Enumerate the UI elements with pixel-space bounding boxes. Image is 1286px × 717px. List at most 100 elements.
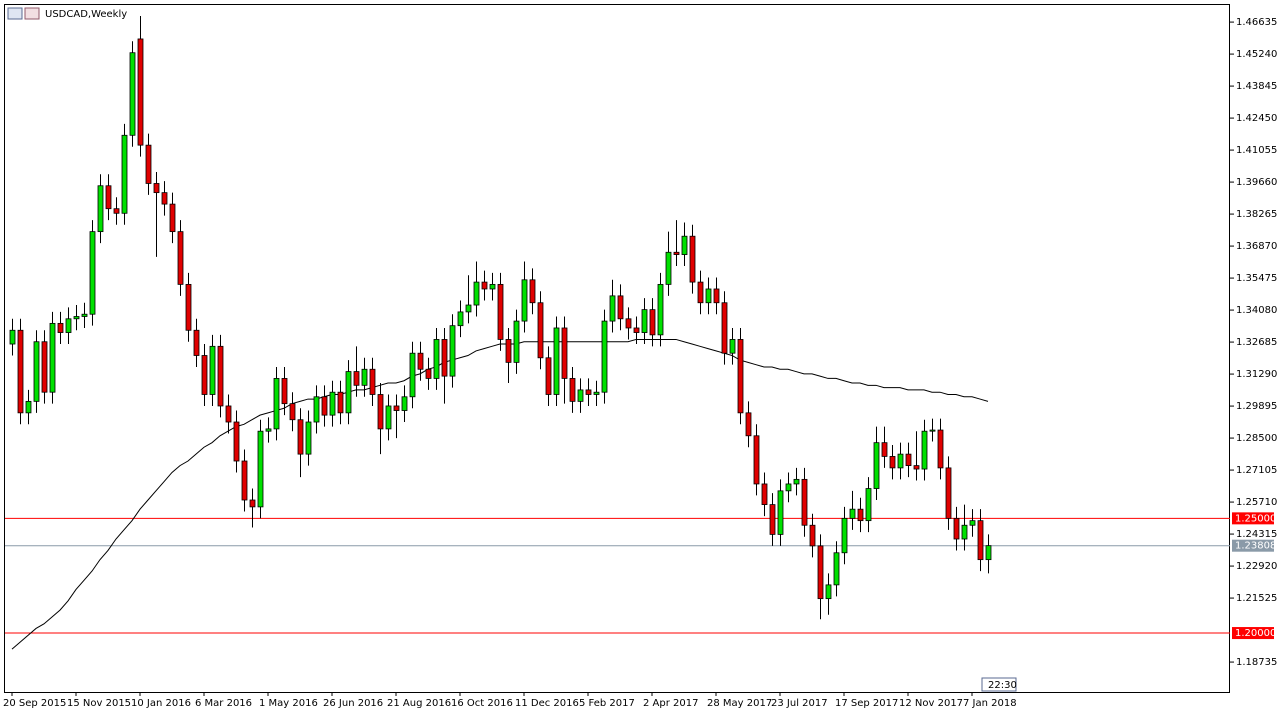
candle-body [505, 339, 512, 363]
candle-body [185, 283, 192, 331]
candle-body [785, 483, 792, 492]
candle-body [177, 231, 184, 285]
x-tick-label: 10 Jan 2016 [131, 698, 191, 709]
x-tick-label: 1 May 2016 [259, 698, 318, 709]
candle-body [289, 403, 296, 421]
y-tick-label: 1.38265 [1236, 209, 1277, 220]
candle-body [769, 504, 776, 535]
candle-body [369, 368, 376, 395]
candle-body [17, 329, 24, 414]
candle-body [457, 311, 464, 327]
candle-body [681, 235, 688, 255]
y-tick-label: 1.31290 [1236, 369, 1277, 380]
candle-body [857, 508, 864, 522]
candle-body [889, 456, 896, 469]
y-tick-label: 1.42450 [1236, 113, 1277, 124]
candle-body [337, 391, 344, 414]
candle-body [465, 304, 472, 313]
candle-body [105, 185, 112, 210]
x-tick-label: 20 Sep 2015 [3, 698, 66, 709]
current-price-bg [1232, 539, 1274, 552]
candle-body [345, 371, 352, 414]
timer: 22:30 [988, 680, 1017, 691]
candle-body [609, 295, 616, 322]
candle-body [897, 453, 904, 469]
y-tick-label: 1.32685 [1236, 337, 1277, 348]
x-tick-label: 28 May 2017 [707, 698, 772, 709]
candle-body [745, 412, 752, 437]
candle-body [953, 517, 960, 540]
candle-body [113, 208, 120, 214]
candle-body [673, 251, 680, 255]
candle-body [145, 144, 152, 184]
candle-body [497, 283, 504, 340]
candle-body [73, 316, 80, 320]
y-tick-label: 1.29895 [1236, 401, 1277, 412]
candle-body [41, 341, 48, 393]
y-tick-label: 1.18735 [1236, 657, 1277, 668]
plot-frame [4, 4, 1230, 693]
candle-body [257, 430, 264, 508]
candle-body [849, 508, 856, 519]
candle-body [225, 405, 232, 423]
candle-body [617, 295, 624, 320]
x-tick-label: 2 Apr 2017 [643, 698, 698, 709]
y-tick-label: 1.45240 [1236, 49, 1277, 60]
candle-body [801, 478, 808, 526]
candle-body [433, 339, 440, 379]
candle-body [129, 52, 136, 136]
candle-body [761, 483, 768, 505]
candle-body [881, 442, 888, 457]
level-label: 1.25000 [1235, 513, 1276, 524]
y-tick-label: 1.34080 [1236, 305, 1277, 316]
candle-body [809, 524, 816, 547]
chart-title: USDCAD,Weekly [45, 9, 127, 20]
y-tick-label: 1.27105 [1236, 465, 1277, 476]
candle-body [169, 203, 176, 233]
candle-body [833, 552, 840, 586]
candle-body [305, 421, 312, 455]
level-label: 1.20000 [1235, 628, 1276, 639]
candle-body [153, 183, 160, 194]
candle-body [697, 281, 704, 304]
candle-body [281, 378, 288, 405]
candle-body [945, 467, 952, 519]
level-label-bg [1232, 512, 1274, 525]
candle-body [665, 251, 672, 285]
candle-body [657, 283, 664, 336]
candle-body [57, 322, 64, 333]
candle-body [441, 339, 448, 377]
candle-body [353, 371, 360, 386]
candle-body [321, 396, 328, 416]
candle-body [713, 288, 720, 304]
candle-body [9, 329, 16, 345]
candle-body [473, 281, 480, 306]
candle-body [969, 520, 976, 526]
y-tick-label: 1.46635 [1236, 17, 1277, 28]
candle-body [929, 429, 936, 432]
candle-body [737, 339, 744, 414]
x-tick-label: 23 Jul 2017 [771, 698, 828, 709]
candle-body [65, 318, 72, 333]
candle-body [161, 192, 168, 205]
candle-body [593, 391, 600, 395]
candle-body [841, 517, 848, 554]
candle-body [537, 302, 544, 359]
y-tick-label: 1.28500 [1236, 433, 1277, 444]
candle-body [961, 524, 968, 540]
candle-body [921, 430, 928, 470]
candle-body [529, 279, 536, 304]
x-tick-label: 12 Nov 2017 [899, 698, 963, 709]
candle-body [49, 322, 56, 393]
y-tick-label: 1.25710 [1236, 497, 1277, 508]
candle-body [425, 368, 432, 379]
candle-body [217, 345, 224, 407]
candle-body [633, 327, 640, 333]
candle-body [513, 320, 520, 363]
candle-body [89, 231, 96, 315]
candle-body [777, 490, 784, 535]
y-tick-label: 1.39660 [1236, 177, 1277, 188]
candle-body [721, 302, 728, 354]
candle-body [601, 320, 608, 393]
